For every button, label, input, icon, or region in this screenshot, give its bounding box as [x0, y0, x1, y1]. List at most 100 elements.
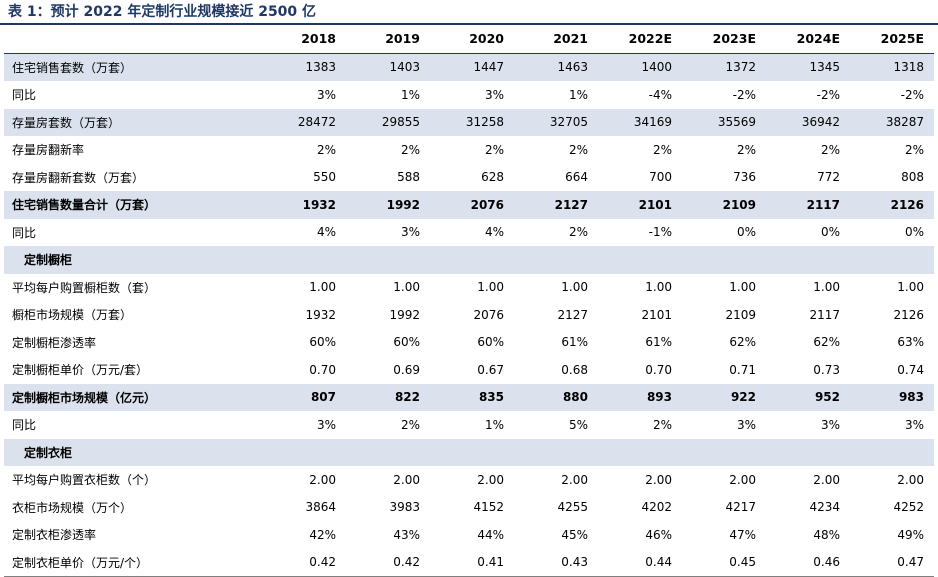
- cell-value: 822: [346, 383, 430, 411]
- cell-value: 61%: [645, 335, 672, 350]
- cell-value: 3%: [904, 417, 924, 432]
- cell-value: [766, 438, 850, 466]
- cell-value: 4217: [725, 500, 756, 515]
- cell-value: 2101: [641, 307, 672, 322]
- cell-value: [262, 438, 346, 466]
- table-title: 表 1：预计 2022 年定制行业规模接近 2500 亿: [0, 0, 938, 25]
- cell-value: 1345: [766, 53, 850, 81]
- table-row: 定制橱柜单价（万元/套） 0.70 0.69 0.67 0.68 0.70 0.71 0.73…: [4, 356, 934, 384]
- cell-value: 1447: [430, 53, 514, 81]
- cell-value: 44%: [477, 527, 504, 542]
- row-label: 橱柜市场规模（万套）: [12, 308, 133, 323]
- row-label: 定制橱柜市场规模（亿元）: [4, 383, 262, 411]
- cell-value: 2%: [736, 142, 756, 157]
- cell-value: 2%: [652, 142, 672, 157]
- cell-value: 3983: [389, 500, 420, 515]
- table-row: 橱柜市场规模（万套） 1932 1992 2076 2127 2101 2109 2117 21…: [4, 301, 934, 329]
- cell-value: 28472: [262, 108, 346, 136]
- cell-value: [262, 246, 346, 274]
- cell-value: 2.00: [729, 472, 756, 487]
- cell-value: 2%: [904, 142, 924, 157]
- cell-value: 4202: [641, 500, 672, 515]
- cell-value: 0.42: [393, 555, 420, 570]
- cell-value: 34169: [598, 108, 682, 136]
- cell-value: 0.47: [897, 555, 924, 570]
- cell-value: 2101: [598, 191, 682, 219]
- cell-value: 1.00: [897, 280, 924, 295]
- year-header: 2021: [553, 31, 588, 47]
- cell-value: 1%: [400, 87, 420, 102]
- cell-value: 61%: [561, 335, 588, 350]
- row-label: 同比: [12, 225, 37, 240]
- table-row: 同比 4% 3% 4% 2% -1% 0% 0% 0%: [4, 219, 934, 247]
- row-label: 定制橱柜单价（万元/套）: [12, 363, 149, 378]
- cell-value: 2076: [430, 191, 514, 219]
- row-label: 同比: [12, 88, 37, 103]
- cell-value: [598, 246, 682, 274]
- row-label: 住宅销售数量合计（万套）: [4, 191, 262, 219]
- cell-value: 2.00: [477, 472, 504, 487]
- cell-value: 60%: [393, 335, 420, 350]
- cell-value: 0.69: [393, 362, 420, 377]
- cell-value: 3%: [316, 87, 336, 102]
- cell-value: 1318: [850, 53, 934, 81]
- cell-value: 0.73: [813, 362, 840, 377]
- cell-value: 952: [766, 383, 850, 411]
- cell-value: 4234: [809, 500, 840, 515]
- cell-value: 2.00: [393, 472, 420, 487]
- row-label: 定制橱柜: [4, 246, 262, 274]
- cell-value: 4%: [316, 225, 336, 240]
- cell-value: 2.00: [645, 472, 672, 487]
- cell-value: [514, 246, 598, 274]
- cell-value: 31258: [430, 108, 514, 136]
- cell-value: 1.00: [309, 280, 336, 295]
- cell-value: 807: [262, 383, 346, 411]
- cell-value: 2127: [557, 307, 588, 322]
- table-row: 平均每户购置衣柜数（个） 2.00 2.00 2.00 2.00 2.00 2.00 2.00…: [4, 466, 934, 494]
- table-row: 同比 3% 1% 3% 1% -4% -2% -2% -2%: [4, 81, 934, 109]
- table-row: 住宅销售套数（万套） 1383 1403 1447 1463 1400 1372 1345 13…: [4, 53, 934, 81]
- cell-value: -2%: [900, 87, 924, 102]
- cell-value: 4152: [473, 500, 504, 515]
- row-label: 定制橱柜渗透率: [12, 335, 97, 350]
- table-row: 存量房翻新套数（万套） 550 588 628 664 700 736 772 808: [4, 164, 934, 192]
- cell-value: 2%: [652, 417, 672, 432]
- row-label: 平均每户购置橱柜数（套）: [12, 280, 157, 295]
- cell-value: 808: [901, 170, 924, 185]
- row-label: 定制衣柜: [4, 438, 262, 466]
- cell-value: 1372: [682, 53, 766, 81]
- table-row: 住宅销售数量合计（万套） 1932 1992 2076 2127 2101 2109 2117…: [4, 191, 934, 219]
- cell-value: 36942: [766, 108, 850, 136]
- cell-value: [850, 438, 934, 466]
- cell-value: 2117: [809, 307, 840, 322]
- cell-value: 2%: [316, 142, 336, 157]
- table-row: 定制衣柜单价（万元/个） 0.42 0.42 0.41 0.43 0.44 0.45 0.46…: [4, 549, 934, 577]
- cell-value: 5%: [568, 417, 588, 432]
- cell-value: 2.00: [309, 472, 336, 487]
- cell-value: 2.00: [813, 472, 840, 487]
- header-row: 2018 2019 2020 2021 2022E 2023E 2024E 20…: [4, 25, 934, 53]
- year-header: 2018: [301, 31, 336, 47]
- row-label: 衣柜市场规模（万个）: [12, 500, 133, 515]
- cell-value: 3%: [400, 225, 420, 240]
- cell-value: 48%: [813, 527, 840, 542]
- table-row: 衣柜市场规模（万个） 3864 3983 4152 4255 4202 4217 4234 42…: [4, 494, 934, 522]
- cell-value: 2%: [400, 417, 420, 432]
- cell-value: 1%: [568, 87, 588, 102]
- row-label: 存量房翻新套数（万套）: [12, 170, 145, 185]
- year-header: 2020: [469, 31, 504, 47]
- cell-value: 2.00: [897, 472, 924, 487]
- cell-value: 0%: [904, 225, 924, 240]
- cell-value: 2117: [766, 191, 850, 219]
- cell-value: 42%: [309, 527, 336, 542]
- cell-value: -1%: [648, 225, 672, 240]
- cell-value: 60%: [309, 335, 336, 350]
- cell-value: 63%: [897, 335, 924, 350]
- cell-value: 893: [598, 383, 682, 411]
- cell-value: 4255: [557, 500, 588, 515]
- table-row: 同比 3% 2% 1% 5% 2% 3% 3% 3%: [4, 411, 934, 439]
- cell-value: 2%: [820, 142, 840, 157]
- cell-value: [766, 246, 850, 274]
- cell-value: 0.70: [645, 362, 672, 377]
- cell-value: 736: [733, 170, 756, 185]
